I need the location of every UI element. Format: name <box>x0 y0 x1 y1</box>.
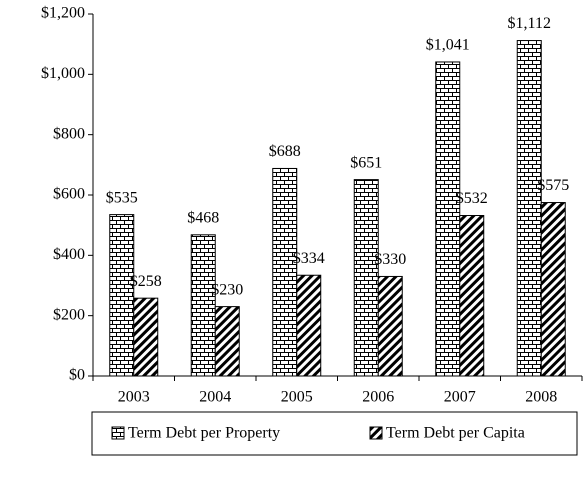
x-tick-label: 2008 <box>525 389 557 406</box>
x-tick-label: 2005 <box>281 389 313 406</box>
bar <box>296 274 322 377</box>
bar <box>353 179 379 377</box>
bar <box>516 40 542 377</box>
value-label: $1,112 <box>508 15 551 32</box>
y-tick-label: $1,200 <box>41 5 85 22</box>
legend-label: Term Debt per Property <box>128 425 280 442</box>
legend-swatch <box>111 426 125 440</box>
value-label: $575 <box>537 177 569 194</box>
bar <box>435 61 461 377</box>
bar <box>377 275 403 377</box>
legend-swatch <box>369 426 383 440</box>
value-label: $688 <box>269 143 301 160</box>
value-label: $334 <box>293 250 325 267</box>
value-label: $532 <box>456 190 488 207</box>
value-label: $1,041 <box>426 37 470 54</box>
y-tick-label: $400 <box>53 246 85 263</box>
bar <box>190 234 216 377</box>
bar <box>214 306 240 377</box>
bar <box>540 202 566 377</box>
value-label: $468 <box>187 209 219 226</box>
x-tick-label: 2007 <box>444 389 476 406</box>
value-label: $330 <box>374 251 406 268</box>
bar <box>133 297 159 377</box>
bar <box>459 215 485 377</box>
legend-label: Term Debt per Capita <box>386 425 525 442</box>
y-tick-label: $1,000 <box>41 65 85 82</box>
bar <box>109 214 135 377</box>
bar <box>272 167 298 377</box>
value-label: $258 <box>130 273 162 290</box>
value-label: $535 <box>106 189 138 206</box>
y-tick-label: $0 <box>69 367 85 384</box>
y-tick-label: $600 <box>53 186 85 203</box>
value-label: $651 <box>350 154 382 171</box>
x-tick-label: 2003 <box>118 389 150 406</box>
x-tick-label: 2006 <box>362 389 394 406</box>
y-tick-label: $800 <box>53 125 85 142</box>
legend-box <box>91 411 578 456</box>
x-tick-label: 2004 <box>199 389 231 406</box>
y-tick-label: $200 <box>53 306 85 323</box>
value-label: $230 <box>211 281 243 298</box>
